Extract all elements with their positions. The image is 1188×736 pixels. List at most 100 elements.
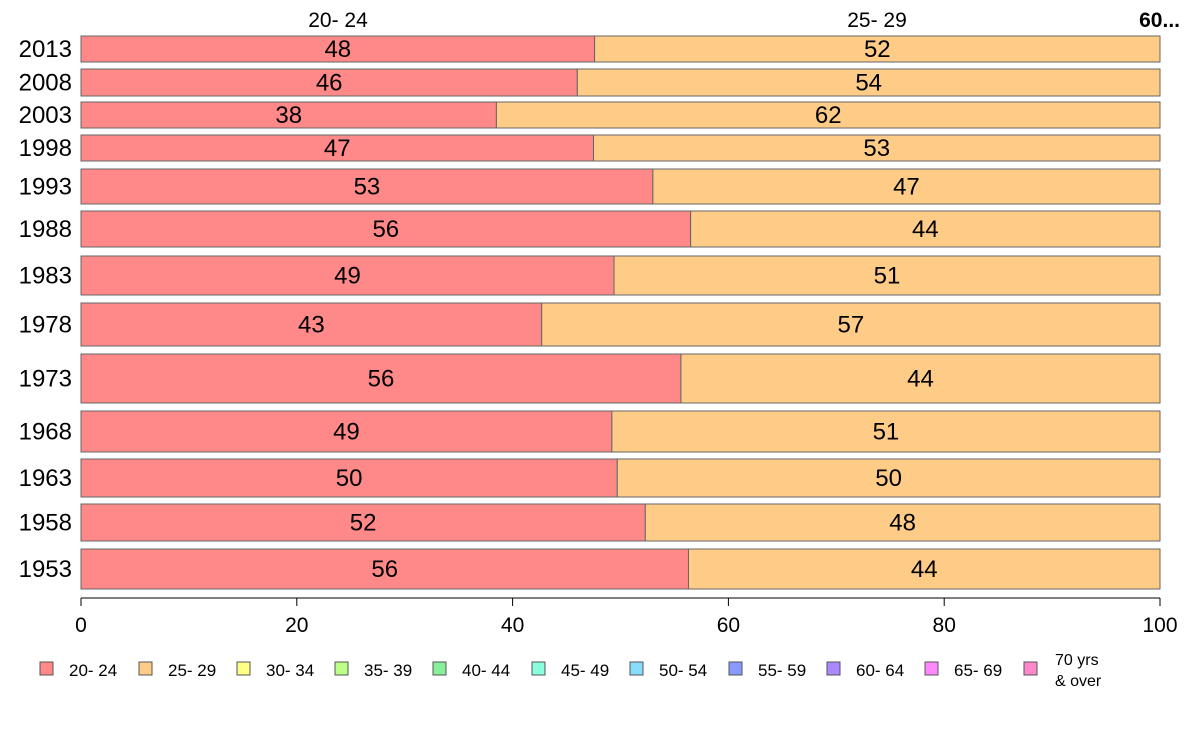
y-tick-label: 1958 (19, 510, 72, 537)
legend-swatch (236, 661, 251, 676)
bar-value-label: 46 (316, 70, 343, 97)
x-tick-label: 100 (1142, 614, 1177, 637)
legend-swatch (924, 661, 939, 676)
top-series-labels: 20- 24 25- 29 60... (308, 9, 1180, 32)
bar-value-label: 47 (893, 174, 920, 201)
legend-label: 55- 59 (758, 661, 806, 680)
bar-segment (613, 255, 1161, 296)
y-tick-label: 2013 (19, 36, 72, 63)
y-tick-label: 1988 (19, 216, 72, 243)
bar-segment (80, 255, 615, 296)
bar-value-label: 44 (911, 556, 938, 583)
y-tick-label: 2003 (19, 102, 72, 129)
x-axis: 0 20 40 60 80 100 (75, 597, 1178, 637)
legend-swatch (39, 661, 54, 676)
bar-value-label: 56 (372, 216, 399, 243)
legend-label: 60- 64 (856, 661, 904, 680)
x-tick-label: 20 (285, 614, 308, 637)
legend-swatch (138, 661, 153, 676)
y-tick-label: 1968 (19, 419, 72, 446)
bar-segment (80, 168, 654, 205)
bar-segment (611, 410, 1161, 453)
y-tick-label: 1978 (19, 312, 72, 339)
bar-segment (80, 353, 682, 404)
bar-value-label: 49 (334, 263, 361, 290)
bar-value-label: 54 (855, 70, 882, 97)
top-series-label: 25- 29 (847, 9, 907, 32)
legend-label: 45- 49 (561, 661, 609, 680)
x-tick-label: 40 (501, 614, 524, 637)
bar-segment (594, 35, 1161, 63)
bar-segment (80, 458, 618, 498)
legend-swatch (432, 661, 447, 676)
legend: 20- 24 25- 29 30- 34 35- 39 40- 44 45- 49 50- … (39, 652, 1102, 690)
x-tick-label: 0 (75, 614, 87, 637)
legend-label: 20- 24 (69, 661, 117, 680)
legend-label: 40- 44 (462, 661, 510, 680)
bar-value-label: 51 (873, 419, 900, 446)
bar-value-label: 47 (324, 135, 351, 162)
bar-segment (687, 548, 1161, 590)
top-series-label-overlapped: 60... (1139, 9, 1180, 32)
legend-label: 70 yrs & over (1055, 652, 1102, 690)
bar-segment (593, 134, 1161, 162)
bar-value-label: 44 (912, 216, 939, 243)
legend-swatch (531, 661, 546, 676)
bar-segment (652, 168, 1161, 205)
bar-value-label: 56 (368, 366, 395, 393)
y-tick-label: 1998 (19, 135, 72, 162)
legend-swatch (728, 661, 743, 676)
bar-value-label: 56 (371, 556, 398, 583)
bar-value-label: 53 (354, 174, 381, 201)
y-tick-label: 1993 (19, 174, 72, 201)
legend-label: 65- 69 (954, 661, 1002, 680)
bar-segment (690, 210, 1161, 248)
bar-segment (680, 353, 1161, 404)
bar-segment (80, 410, 613, 453)
bar-segment (80, 68, 578, 97)
bar-segment (80, 134, 595, 162)
bar-segment (80, 503, 646, 542)
bar-segment (80, 35, 596, 63)
bar-value-label: 50 (875, 465, 902, 492)
bar-segment (80, 101, 497, 129)
bar-value-label: 57 (838, 312, 865, 339)
bar-value-label: 51 (874, 263, 901, 290)
legend-swatch (629, 661, 644, 676)
bar-segment (576, 68, 1161, 97)
bar-segment (616, 458, 1161, 498)
legend-swatch (826, 661, 841, 676)
bar-value-label: 52 (864, 36, 891, 63)
bar-value-label: 49 (333, 419, 360, 446)
bar-segment (644, 503, 1161, 542)
x-tick-label: 80 (933, 614, 956, 637)
y-axis-labels: 2013 2008 2003 1998 1993 1988 1983 1978 1973 1968… (19, 36, 72, 583)
legend-label: 25- 29 (168, 661, 216, 680)
y-tick-label: 1953 (19, 556, 72, 583)
bar-value-label: 38 (275, 102, 302, 129)
bar-value-label: 53 (863, 135, 890, 162)
bar-value-label: 43 (298, 312, 325, 339)
bar-segment (80, 548, 689, 590)
y-tick-label: 1983 (19, 263, 72, 290)
x-tick-label: 60 (717, 614, 740, 637)
bar-value-label: 50 (336, 465, 363, 492)
bar-value-label: 48 (324, 36, 351, 63)
bar-value-label: 52 (350, 510, 377, 537)
y-tick-label: 2008 (19, 70, 72, 97)
top-series-label: 20- 24 (308, 9, 368, 32)
bar-value-label: 48 (889, 510, 916, 537)
legend-label: 35- 39 (364, 661, 412, 680)
bar-segment (541, 302, 1161, 347)
legend-swatch (334, 661, 349, 676)
legend-swatch (1023, 661, 1038, 676)
bar-segment (495, 101, 1161, 129)
legend-label: 50- 54 (659, 661, 707, 680)
legend-label: 30- 34 (266, 661, 314, 680)
bar-value-label: 44 (907, 366, 934, 393)
y-tick-label: 1963 (19, 465, 72, 492)
y-tick-label: 1973 (19, 366, 72, 393)
bar-value-label: 62 (815, 102, 842, 129)
